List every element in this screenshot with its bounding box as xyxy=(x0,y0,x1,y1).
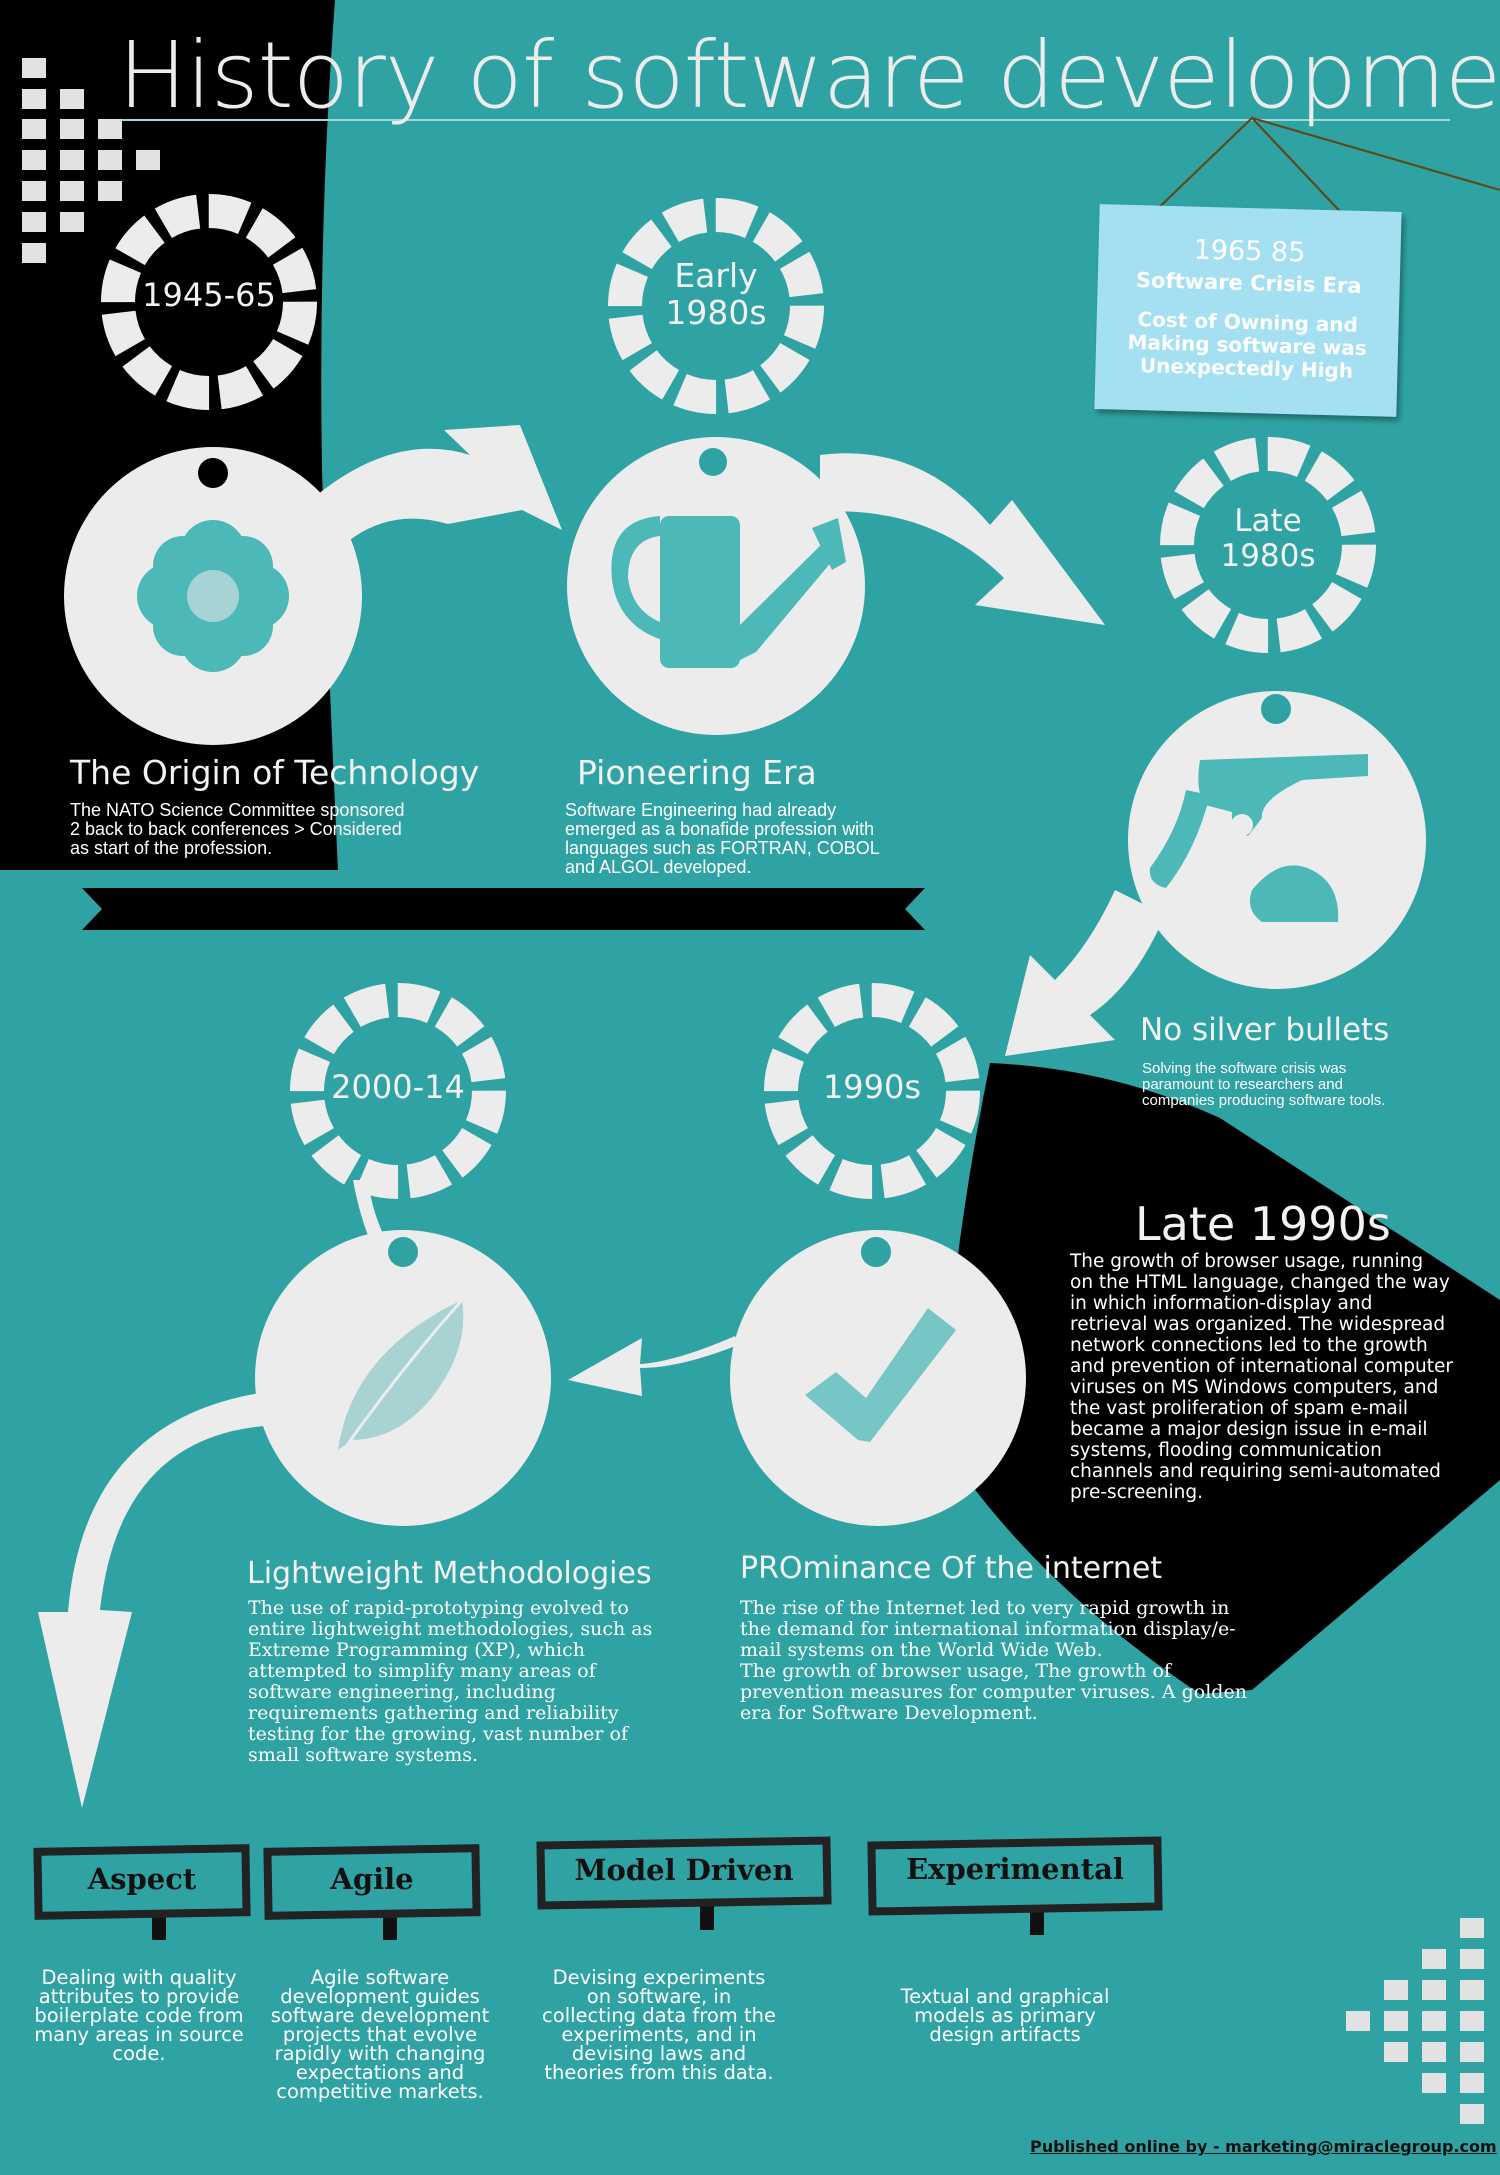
pixel-squares-bottom-right xyxy=(1346,1918,1484,2124)
era-1945-65: 1945-65 xyxy=(142,276,276,314)
heading-internet: PROminance Of the internet xyxy=(740,1551,1163,1586)
arrow-2 xyxy=(820,453,1105,625)
page-title: History of software development xyxy=(118,22,1500,129)
crisis-card: 1965 85 Software Crisis Era Cost of Owni… xyxy=(1094,204,1402,417)
signpost-model-driven xyxy=(536,1836,832,1930)
arrow-4 xyxy=(568,1336,738,1396)
sign-model-driven: Model Driven xyxy=(574,1853,794,1887)
desc-model-driven: Devising experiments on software, in col… xyxy=(542,1966,776,2084)
heading-no-silver-bullets: No silver bullets xyxy=(1140,1012,1390,1048)
text-no-silver-bullets: Solving the software crisis was paramoun… xyxy=(1142,1060,1386,1109)
feather-icon-shape xyxy=(338,1299,464,1453)
era-early-1980s: Early 1980s xyxy=(665,256,767,332)
ribbon-banner xyxy=(82,888,925,930)
signpost-aspect xyxy=(33,1844,251,1940)
crisis-card-text: Cost of Owning and Making software was U… xyxy=(1127,307,1367,383)
heading-late-1990s: Late 1990s xyxy=(1135,1197,1391,1251)
heading-lightweight: Lightweight Methodologies xyxy=(247,1556,652,1591)
revolver-icon xyxy=(1149,754,1368,888)
era-1990s: 1990s xyxy=(822,1068,922,1106)
pixel-squares-top-left xyxy=(22,58,160,263)
arrow-5 xyxy=(38,1390,283,1808)
flower-icon xyxy=(137,520,289,672)
desc-aspect: Dealing with quality attributes to provi… xyxy=(34,1966,244,2065)
footer-published[interactable]: Published online by - marketing@miracleg… xyxy=(1030,2137,1497,2156)
arrow-3 xyxy=(1005,890,1165,1056)
era-late-1980s: Late 1980s xyxy=(1220,503,1316,574)
black-panel-top-left xyxy=(0,0,338,870)
desc-experimental: Textual and graphical models as primary … xyxy=(900,1985,1110,2046)
connector-2000 xyxy=(353,1180,386,1245)
text-internet: The rise of the Internet led to very rap… xyxy=(740,1597,1247,1724)
era-2000-14: 2000-14 xyxy=(331,1068,465,1106)
heading-pioneering: Pioneering Era xyxy=(577,753,817,792)
watering-can-icon xyxy=(611,516,846,668)
signpost-experimental xyxy=(867,1836,1163,1935)
text-pioneering: Software Engineering had already emerged… xyxy=(565,800,880,877)
sign-agile: Agile xyxy=(330,1862,414,1896)
sign-aspect: Aspect xyxy=(87,1862,197,1896)
bullets-icon xyxy=(1249,865,1339,922)
black-panel-right xyxy=(940,1063,1500,1694)
desc-agile: Agile software development guides softwa… xyxy=(270,1966,490,2103)
signpost-agile xyxy=(263,1844,481,1940)
sign-experimental: Experimental xyxy=(906,1852,1124,1886)
medallion-internet xyxy=(730,1230,1026,1526)
heading-origin: The Origin of Technology xyxy=(70,753,480,792)
text-origin: The NATO Science Committee sponsored 2 b… xyxy=(70,800,405,858)
text-late-1990s: The growth of browser usage, running on … xyxy=(1070,1251,1453,1503)
text-lightweight: The use of rapid-prototyping evolved to … xyxy=(248,1597,653,1766)
crisis-card-years: 1965 85 xyxy=(1193,234,1306,269)
crisis-card-title: Software Crisis Era xyxy=(1135,268,1362,298)
checkmark-icon-shape xyxy=(805,1308,956,1442)
arrow-1 xyxy=(305,425,562,558)
